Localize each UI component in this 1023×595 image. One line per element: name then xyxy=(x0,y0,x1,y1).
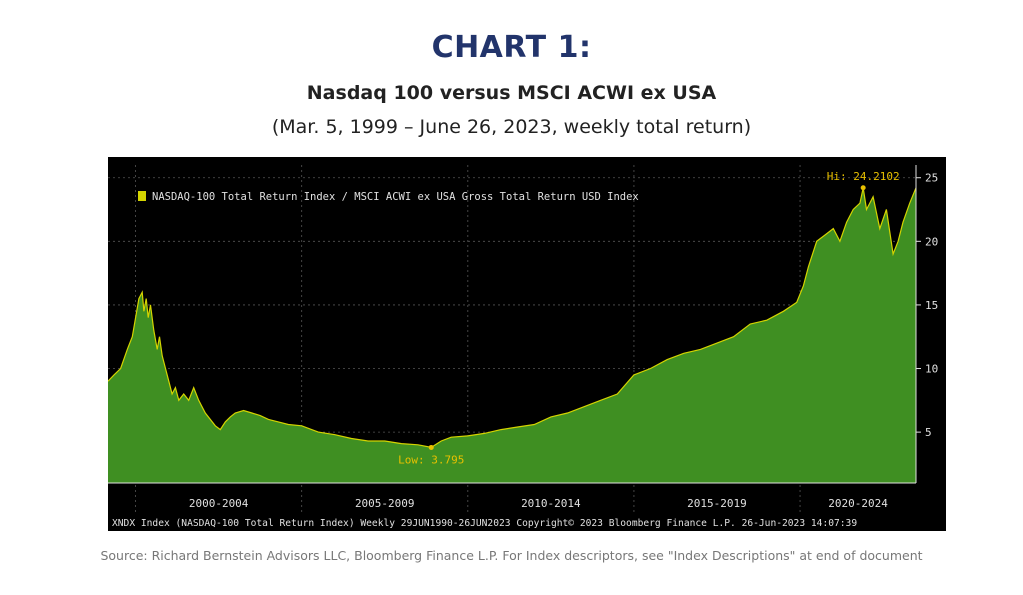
x-period-label: 2010-2014 xyxy=(521,497,581,510)
high-annotation: Hi: 24.2102 xyxy=(827,170,900,183)
low-marker xyxy=(428,444,434,450)
ratio-area xyxy=(108,187,916,483)
x-period-label: 2000-2004 xyxy=(189,497,249,510)
y-tick-label: 15 xyxy=(925,299,938,312)
chart-footer: XNDX Index (NASDAQ-100 Total Return Inde… xyxy=(112,518,857,529)
chart-subtitle: Nasdaq 100 versus MSCI ACWI ex USA xyxy=(306,82,717,104)
x-period-label: 2015-2019 xyxy=(687,497,747,510)
axis-layer: 5 10 15 20 25 2000-2004 2005-2009 2010-2014 2015… xyxy=(108,165,938,510)
legend-swatch xyxy=(138,191,146,201)
low-annotation: Low: 3.795 xyxy=(398,453,464,466)
y-tick-label: 25 xyxy=(925,172,938,185)
y-tick-label: 20 xyxy=(925,235,938,248)
chart-heading: CHART 1: xyxy=(431,30,592,65)
y-tick-label: 5 xyxy=(925,426,932,439)
legend: NASDAQ-100 Total Return Index / MSCI ACW… xyxy=(138,191,639,203)
chart-date-range: (Mar. 5, 1999 – June 26, 2023, weekly to… xyxy=(271,116,752,138)
x-period-label: 2005-2009 xyxy=(355,497,415,510)
y-tick-label: 10 xyxy=(925,363,938,376)
legend-label: NASDAQ-100 Total Return Index / MSCI ACW… xyxy=(152,191,639,203)
chart-panel: 5 10 15 20 25 2000-2004 2005-2009 2010-2014 2015… xyxy=(108,157,946,531)
source-note: Source: Richard Bernstein Advisors LLC, … xyxy=(100,548,923,563)
ratio-line xyxy=(108,187,917,449)
annotation-layer: Hi: 24.2102 Low: 3.795 xyxy=(398,170,899,467)
bloomberg-chart: 5 10 15 20 25 2000-2004 2005-2009 2010-2014 2015… xyxy=(108,165,938,529)
high-marker xyxy=(860,185,866,191)
x-period-label: 2020-2024 xyxy=(828,497,888,510)
